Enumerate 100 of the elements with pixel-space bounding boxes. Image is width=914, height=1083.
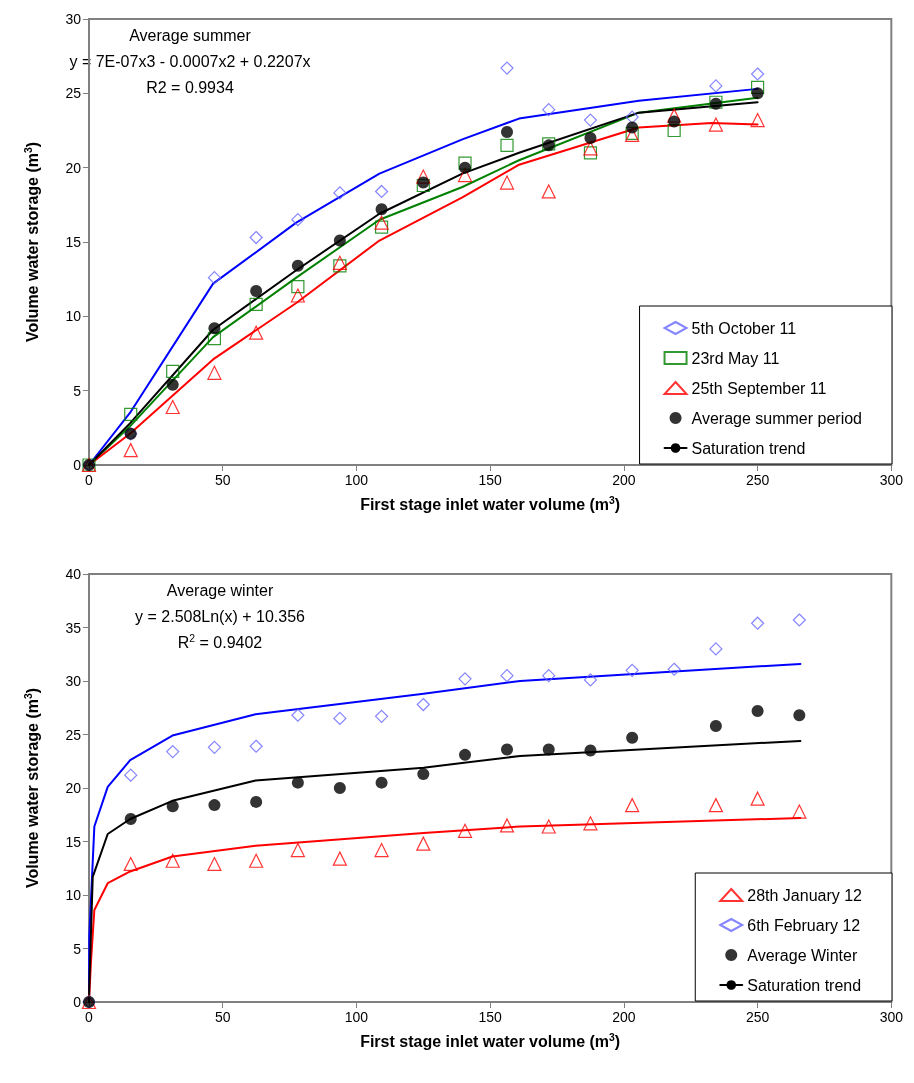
x-tick-label: 100 xyxy=(344,472,369,488)
y-tick-label: 25 xyxy=(65,85,82,102)
y-tick-label: 40 xyxy=(65,566,82,582)
x-tick-label: 50 xyxy=(214,1009,231,1025)
point xyxy=(249,230,263,245)
point xyxy=(333,186,347,200)
y-tick-label: 5 xyxy=(73,382,82,399)
point xyxy=(291,776,304,789)
point xyxy=(542,669,556,683)
y-axis-title: Volume water storage (m3) xyxy=(22,141,41,343)
point xyxy=(416,169,431,184)
x-tick-label: 200 xyxy=(612,1009,636,1025)
y-axis-title: Volume water storage (m3) xyxy=(22,687,41,889)
point xyxy=(667,123,681,138)
x-tick-label: 250 xyxy=(745,1009,770,1025)
point xyxy=(542,103,556,117)
point xyxy=(123,443,138,458)
point xyxy=(417,176,430,189)
y-tick-label: 35 xyxy=(65,619,82,636)
point xyxy=(249,739,263,753)
point xyxy=(207,856,222,872)
point xyxy=(750,112,765,128)
point xyxy=(124,813,137,826)
point xyxy=(500,61,514,75)
point xyxy=(291,708,305,722)
point xyxy=(458,156,472,170)
legend-label: Saturation trend xyxy=(747,976,862,994)
point xyxy=(165,853,180,868)
y-tick-label: 25 xyxy=(65,726,82,743)
point xyxy=(668,115,681,128)
point xyxy=(583,673,598,687)
legend-label: Average Winter xyxy=(747,946,858,964)
point xyxy=(416,836,431,851)
y-tick-label: 20 xyxy=(65,159,82,176)
point xyxy=(751,616,765,630)
point xyxy=(750,791,765,806)
point xyxy=(541,184,556,199)
x-tick-label: 150 xyxy=(478,472,503,488)
point xyxy=(208,799,221,812)
point xyxy=(374,215,389,230)
point xyxy=(583,141,598,156)
x-tick-label: 250 xyxy=(745,472,770,488)
y-tick-label: 10 xyxy=(65,887,82,903)
point xyxy=(625,110,639,124)
point xyxy=(165,399,180,415)
point xyxy=(626,731,639,744)
annotation: R2 = 0.9934 xyxy=(146,78,234,96)
point xyxy=(207,740,222,754)
point xyxy=(792,804,807,819)
point xyxy=(250,795,263,808)
point xyxy=(584,131,597,144)
x-tick-label: 0 xyxy=(85,1009,94,1025)
point xyxy=(709,719,722,732)
point xyxy=(249,853,264,868)
point xyxy=(583,146,598,160)
legend-label: 25th September 11 xyxy=(691,379,827,397)
legend-label: Average summer period xyxy=(691,409,862,427)
y-tick-label: 30 xyxy=(65,11,82,27)
point xyxy=(541,819,556,834)
point xyxy=(333,711,347,726)
point xyxy=(123,856,138,872)
y-tick-label: 5 xyxy=(73,940,82,957)
x-tick-label: 50 xyxy=(214,472,231,488)
x-tick-label: 100 xyxy=(344,1009,369,1025)
point xyxy=(751,87,764,100)
point xyxy=(499,818,515,833)
point xyxy=(583,113,598,127)
point xyxy=(249,325,264,340)
legend-label: 28th January 12 xyxy=(747,886,863,904)
x-tick-label: 300 xyxy=(879,1009,904,1025)
point xyxy=(124,407,138,422)
point xyxy=(207,271,222,285)
point xyxy=(459,748,472,761)
y-tick-label: 15 xyxy=(65,234,82,250)
x-tick-label: 300 xyxy=(879,472,904,488)
point xyxy=(208,322,221,335)
point xyxy=(333,234,346,247)
point xyxy=(501,125,514,138)
y-tick-label: 30 xyxy=(65,673,82,689)
point xyxy=(583,816,598,831)
point xyxy=(290,842,305,858)
point xyxy=(166,800,179,813)
point xyxy=(207,365,222,380)
point xyxy=(708,798,723,813)
x-tick-label: 150 xyxy=(478,1009,503,1025)
legend-label: 5th October 11 xyxy=(691,319,797,337)
x-tick-label: 200 xyxy=(612,472,636,488)
point xyxy=(625,663,639,677)
point xyxy=(500,138,514,152)
point xyxy=(166,378,179,391)
point xyxy=(751,704,764,717)
point xyxy=(416,178,430,193)
point xyxy=(291,280,305,294)
point xyxy=(667,662,681,676)
point xyxy=(417,768,430,781)
point xyxy=(291,259,304,272)
point xyxy=(291,213,305,227)
point xyxy=(584,744,597,757)
annotation: y = 2.508Ln(x) + 10.356 xyxy=(135,607,306,625)
annotation: Average winter xyxy=(166,581,274,599)
